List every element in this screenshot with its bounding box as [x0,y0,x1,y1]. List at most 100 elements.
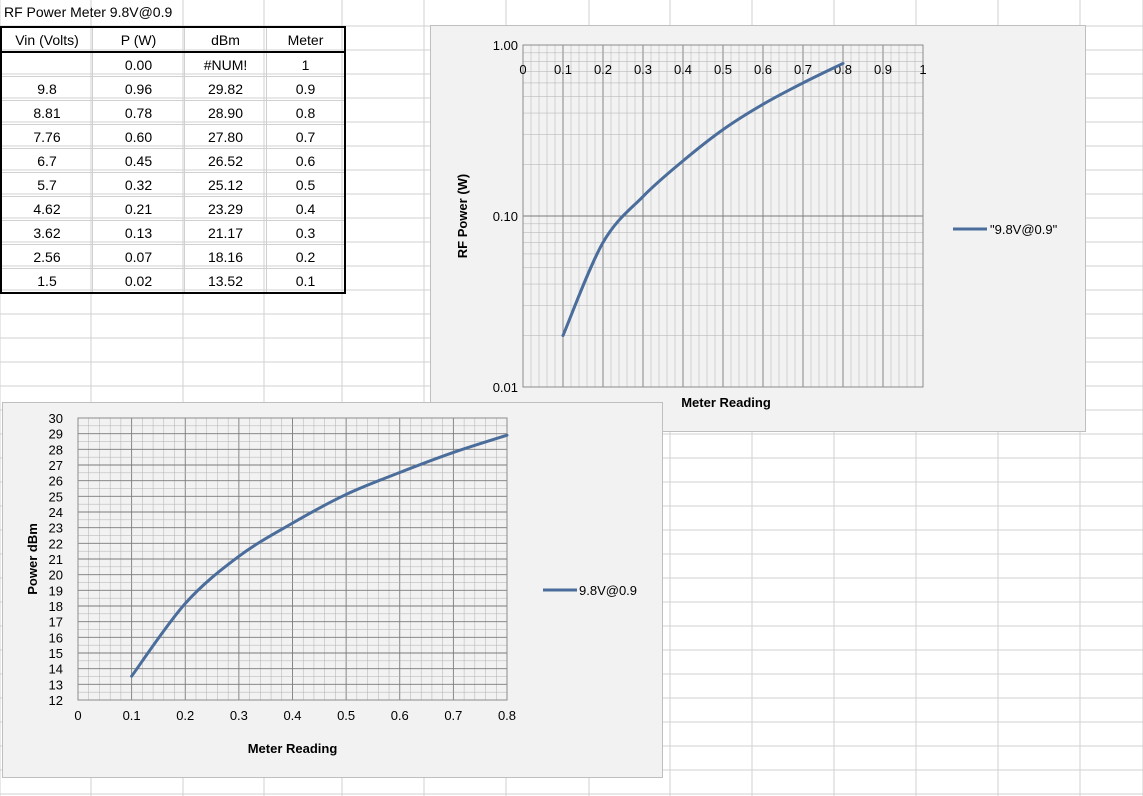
rf-power-log-chart[interactable]: 0 0.1 0.2 0.3 0.4 0.5 0.6 0.7 0.8 0.9 1 1.00 0.10 0.0… [430,25,1086,432]
table-header-row: Vin (Volts) P (W) dBm Meter [0,26,346,53]
table-cell[interactable]: 0.2 [266,244,346,269]
chart2-y-tick-label: 13 [49,677,63,692]
table-cell[interactable]: 9.8 [0,76,93,101]
chart1-x-tick-label: 0.6 [754,62,772,77]
table-cell[interactable]: 3.62 [0,220,93,245]
table-cell[interactable]: 18.16 [184,244,267,269]
chart2-x-tick-label: 0.2 [176,708,194,723]
table-row: 1.5 0.02 13.52 0.1 [0,268,346,294]
chart2-y-tick-label: 16 [49,630,63,645]
chart2-y-tick-label: 24 [49,505,63,520]
table-cell[interactable]: 0.3 [266,220,346,245]
chart2-legend-label: 9.8V@0.9 [579,583,637,598]
chart2-y-tick-label: 26 [49,474,63,489]
chart2-y-tick-label: 27 [49,458,63,473]
data-table: Vin (Volts) P (W) dBm Meter 0.00 #NUM! 1 9.… [0,26,346,294]
table-cell[interactable]: 27.80 [184,124,267,149]
table-cell[interactable]: 5.7 [0,172,93,197]
table-cell[interactable]: 0.9 [266,76,346,101]
chart2-y-tick-label: 21 [49,552,63,567]
chart1-y-tick-label: 1.00 [493,38,518,53]
table-cell[interactable]: 0.6 [266,148,346,173]
chart1-y-tick-label: 0.10 [493,209,518,224]
power-dbm-chart-svg: 0 0.1 0.2 0.3 0.4 0.5 0.6 0.7 0.8 121314151617181… [25,411,637,756]
table-cell[interactable]: 0.00 [92,51,185,77]
table-cell[interactable]: 0.1 [266,268,346,294]
chart1-grid [522,44,924,388]
table-cell[interactable]: 1.5 [0,268,93,294]
chart2-y-tick-label: 20 [49,568,63,583]
header-p[interactable]: P (W) [92,26,185,53]
table-cell[interactable]: 7.76 [0,124,93,149]
table-cell[interactable]: 0.78 [92,100,185,125]
table-row: 7.76 0.60 27.80 0.7 [0,124,346,149]
table-cell[interactable]: 0.5 [266,172,346,197]
table-cell[interactable]: 0.45 [92,148,185,173]
chart2-y-tick-label: 25 [49,489,63,504]
sheet-title: RF Power Meter 9.8V@0.9 [4,4,173,20]
table-cell[interactable]: 21.17 [184,220,267,245]
header-meter[interactable]: Meter [266,26,346,53]
chart2-y-axis-title: Power dBm [25,523,40,595]
table-row: 3.62 0.13 21.17 0.3 [0,220,346,245]
table-cell[interactable]: 0.21 [92,196,185,221]
chart2-plot-area [77,417,508,701]
table-cell[interactable]: 4.62 [0,196,93,221]
chart1-series-line [561,61,845,338]
chart2-y-tick-label: 30 [49,411,63,426]
table-cell[interactable]: 0.96 [92,76,185,101]
table-cell[interactable]: 0.02 [92,268,185,294]
table-cell[interactable]: 29.82 [184,76,267,101]
table-cell[interactable]: 0.7 [266,124,346,149]
chart1-x-tick-label: 0.3 [634,62,652,77]
table-cell[interactable]: 0.4 [266,196,346,221]
chart2-y-tick-label: 12 [49,693,63,708]
chart2-x-tick-label: 0.5 [337,708,355,723]
chart1-x-tick-label: 0.7 [794,62,812,77]
chart1-x-tick-label: 0.2 [594,62,612,77]
rf-power-log-chart-svg: 0 0.1 0.2 0.3 0.4 0.5 0.6 0.7 0.8 0.9 11.000.100.0… [455,38,1058,410]
chart2-y-tick-label: 19 [49,583,63,598]
table-cell[interactable]: 13.52 [184,268,267,294]
table-cell[interactable]: 0.07 [92,244,185,269]
table-cell[interactable]: 6.7 [0,148,93,173]
table-cell[interactable] [0,51,93,77]
table-row: 8.81 0.78 28.90 0.8 [0,100,346,125]
header-dbm[interactable]: dBm [184,26,267,53]
chart1-plot-area [522,44,924,388]
chart1-x-tick-label: 0.4 [674,62,692,77]
table-cell[interactable]: 8.81 [0,100,93,125]
chart2-y-tick-label: 17 [49,615,63,630]
chart2-grid [77,417,508,701]
table-cell[interactable]: 25.12 [184,172,267,197]
header-vin[interactable]: Vin (Volts) [0,26,93,53]
chart2-y-tick-label: 15 [49,646,63,661]
table-cell[interactable]: 26.52 [184,148,267,173]
chart2-x-tick-label: 0 [74,708,81,723]
chart1-y-axis-title: RF Power (W) [455,174,470,259]
table-row: 9.8 0.96 29.82 0.9 [0,76,346,101]
chart1-x-tick-label: 0.5 [714,62,732,77]
table-cell[interactable]: 0.13 [92,220,185,245]
chart1-x-tick-label: 1 [919,62,926,77]
chart2-x-tick-label: 0.7 [444,708,462,723]
table-cell[interactable]: 0.60 [92,124,185,149]
chart2-y-tick-label: 29 [49,427,63,442]
chart2-y-tick-label: 18 [49,599,63,614]
table-cell[interactable]: 23.29 [184,196,267,221]
power-dbm-chart[interactable]: 0 0.1 0.2 0.3 0.4 0.5 0.6 0.7 0.8 12 13 14 15 16 17 18 1… [2,402,663,778]
table-cell[interactable]: 0.8 [266,100,346,125]
table-cell[interactable]: 2.56 [0,244,93,269]
table-cell[interactable]: 28.90 [184,100,267,125]
table-cell[interactable]: 0.32 [92,172,185,197]
chart2-x-tick-label: 0.8 [498,708,516,723]
table-cell[interactable]: #NUM! [184,51,267,77]
chart2-x-tick-label: 0.3 [230,708,248,723]
chart1-x-tick-label: 0.9 [874,62,892,77]
chart2-x-tick-label: 0.6 [391,708,409,723]
table-row: 2.56 0.07 18.16 0.2 [0,244,346,269]
table-row: 4.62 0.21 23.29 0.4 [0,196,346,221]
table-cell[interactable]: 1 [266,51,346,77]
chart2-x-tick-label: 0.4 [283,708,301,723]
table-row: 0.00 #NUM! 1 [0,51,346,77]
